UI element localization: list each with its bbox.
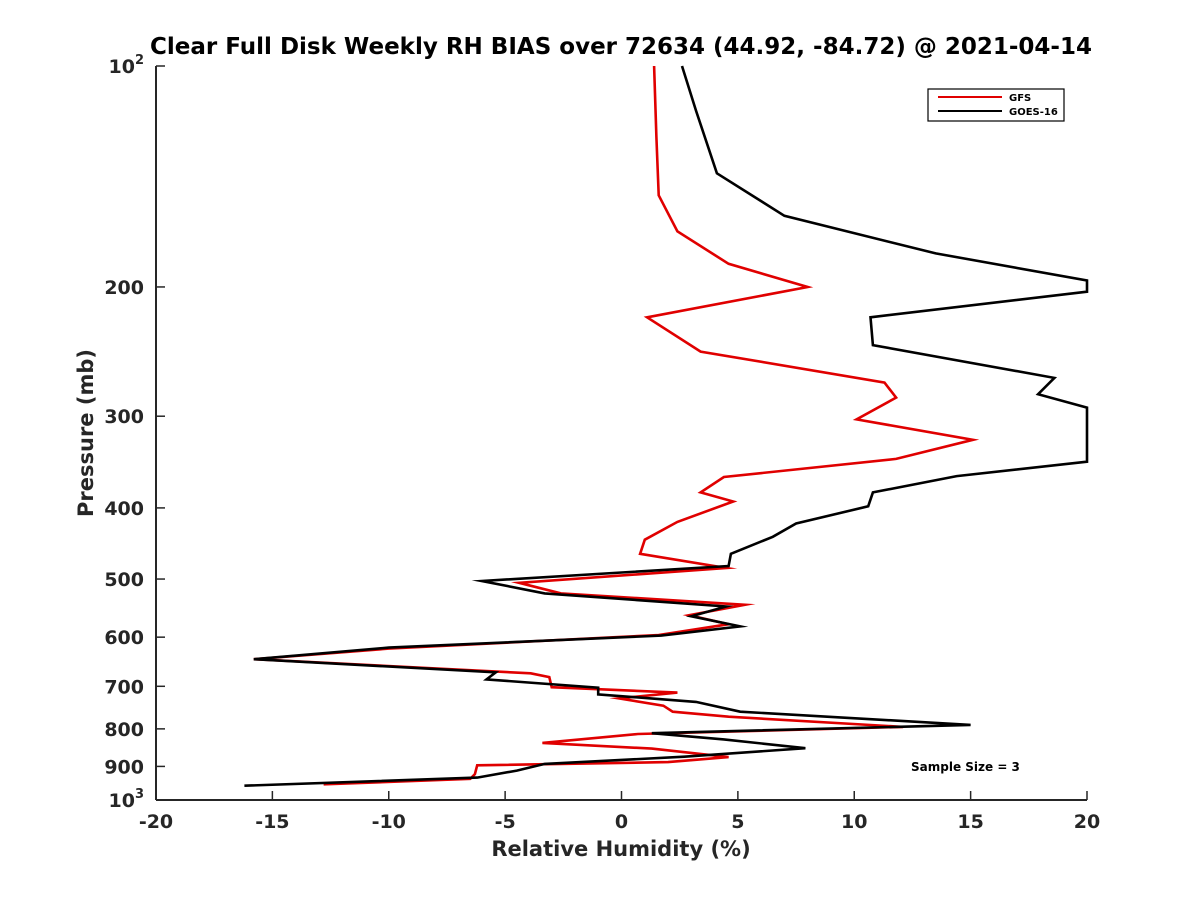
- y-axis-label: Pressure (mb): [74, 349, 98, 517]
- series-line-goes16: [244, 65, 1089, 787]
- y-tick-label: 900: [104, 756, 144, 778]
- x-tick-label: 5: [731, 811, 744, 833]
- y-tick-label: 700: [104, 676, 144, 698]
- y-tick-label: 300: [104, 406, 144, 428]
- x-tick-label: -20: [139, 811, 173, 833]
- x-tick-label: -15: [255, 811, 289, 833]
- x-tick-label: -5: [495, 811, 516, 833]
- y-tick-label: 400: [104, 498, 144, 520]
- y-tick-label: 500: [104, 569, 144, 591]
- series-layer: [244, 65, 1089, 787]
- legend-label-gfs: GFS: [1009, 93, 1031, 104]
- legend: GFS GOES-16: [927, 88, 1065, 122]
- x-tick-label: 15: [957, 811, 983, 833]
- legend-label-goes16: GOES-16: [1009, 107, 1058, 118]
- y-tick-label: 200: [104, 277, 144, 299]
- y-tick-label: 800: [104, 719, 144, 741]
- chart-title: Clear Full Disk Weekly RH BIAS over 7263…: [150, 34, 1092, 60]
- legend-box: [927, 88, 1065, 122]
- y-ticks: 102 200 300 400 500 600 700 800 900 103: [104, 53, 165, 812]
- x-tick-label: 10: [841, 811, 867, 833]
- x-tick-label: 0: [615, 811, 628, 833]
- x-axis-label: Relative Humidity (%): [491, 837, 750, 861]
- x-tick-label: 20: [1074, 811, 1100, 833]
- y-tick-label: 103: [109, 787, 145, 812]
- y-tick-label: 102: [109, 53, 145, 78]
- x-ticks: -20 -15 -10 -5 0 5 10 15 20: [139, 791, 1100, 833]
- sample-size-annotation: Sample Size = 3: [911, 760, 1020, 774]
- x-tick-label: -10: [372, 811, 406, 833]
- y-tick-label: 600: [104, 627, 144, 649]
